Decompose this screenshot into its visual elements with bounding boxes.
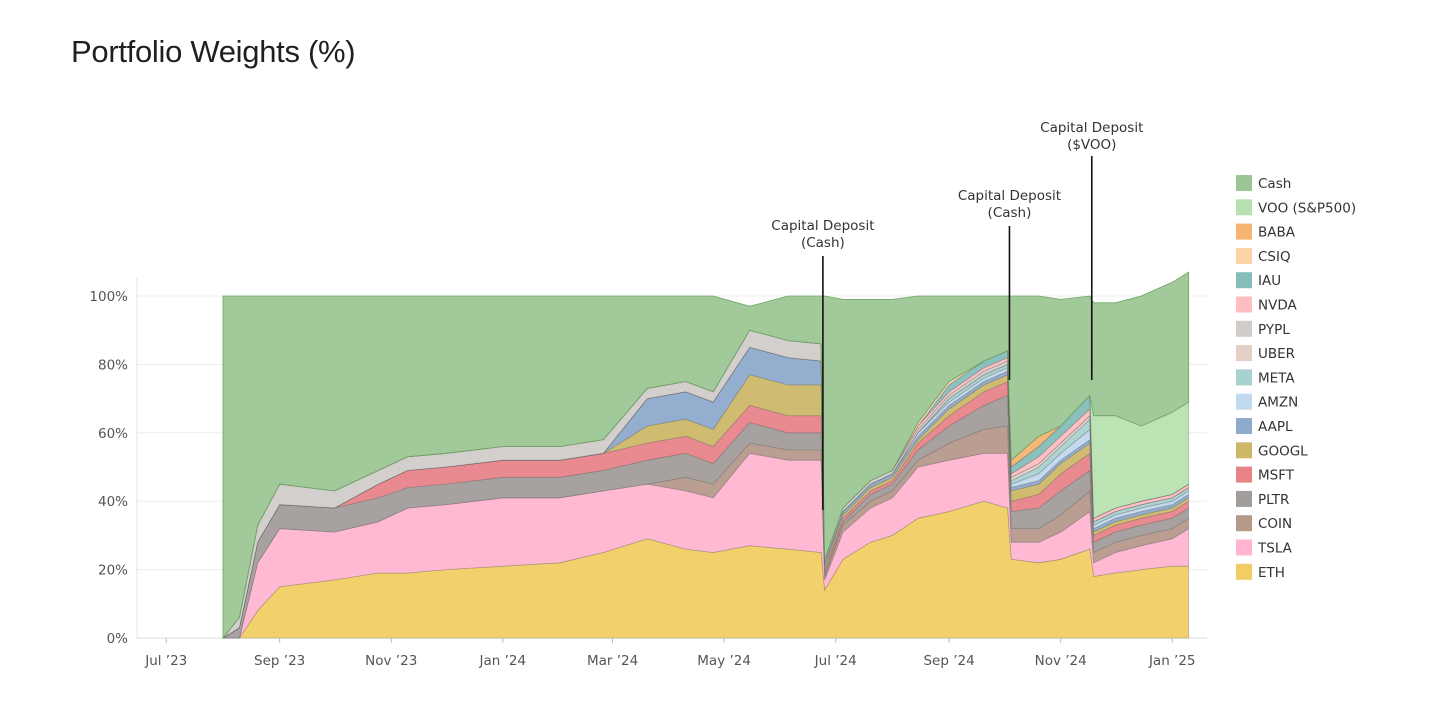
x-tick-label: Mar ’24	[587, 653, 638, 669]
legend-swatch	[1236, 296, 1252, 313]
annotation-label: (Cash)	[988, 205, 1032, 221]
legend-swatch	[1236, 369, 1252, 386]
legend-swatch	[1236, 320, 1252, 337]
legend-swatch	[1236, 563, 1252, 580]
annotation-label: ($VOO)	[1067, 137, 1116, 153]
legend-swatch	[1236, 345, 1252, 362]
area-layer	[221, 271, 1190, 640]
x-tick-label: Sep ’24	[923, 653, 974, 669]
area-amzn	[222, 346, 1190, 639]
legend-label: TSLA	[1257, 541, 1293, 557]
legend-label: VOO (S&P500)	[1258, 200, 1356, 216]
area-coin	[223, 425, 1190, 639]
legend-swatch	[1236, 247, 1252, 264]
x-tick-label: Sep ’23	[254, 653, 305, 669]
legend-swatch	[1236, 515, 1252, 532]
x-tick-label: Jul ’24	[814, 653, 857, 669]
x-tick-label: Nov ’23	[365, 653, 417, 669]
x-tick-label: Jan ’25	[1148, 653, 1196, 669]
legend-label: BABA	[1258, 225, 1296, 241]
chart-title: Portfolio Weights (%)	[71, 34, 356, 69]
annotation-label: Capital Deposit	[958, 188, 1061, 204]
y-tick-label: 40%	[98, 494, 128, 510]
area-cash	[222, 271, 1190, 640]
y-tick-label: 60%	[98, 426, 128, 442]
x-tick-label: Nov ’24	[1035, 653, 1087, 669]
legend-label: ETH	[1258, 565, 1285, 581]
area-googl	[222, 374, 1190, 639]
legend-label: GOOGL	[1258, 443, 1308, 459]
legend-label: MSFT	[1258, 468, 1295, 484]
y-tick-label: 80%	[98, 357, 128, 373]
legend-swatch	[1236, 418, 1252, 434]
legend-swatch	[1236, 442, 1252, 459]
annotation-label: Capital Deposit	[771, 218, 874, 234]
x-tick-label: May ’24	[697, 653, 751, 669]
legend-label: PYPL	[1258, 322, 1290, 338]
annotation-label: Capital Deposit	[1040, 120, 1143, 136]
legend-label: AAPL	[1258, 419, 1293, 435]
legend-swatch	[1236, 175, 1252, 191]
legend-label: CSIQ	[1258, 249, 1291, 265]
legend-swatch	[1236, 393, 1252, 410]
legend-swatch	[1236, 539, 1252, 556]
legend-swatch	[1236, 490, 1252, 507]
legend-swatch	[1236, 199, 1252, 216]
area-msft	[222, 380, 1190, 639]
y-tick-label: 20%	[98, 563, 128, 579]
legend-swatch	[1236, 272, 1252, 289]
legend-label: AMZN	[1258, 395, 1298, 411]
legend-label: IAU	[1258, 273, 1281, 289]
legend-swatch	[1236, 223, 1252, 240]
annotation-label: (Cash)	[801, 235, 845, 251]
area-eth	[223, 500, 1190, 639]
legend-label: NVDA	[1258, 298, 1297, 314]
y-tick-label: 0%	[107, 631, 129, 647]
legend-label: PLTR	[1258, 492, 1289, 508]
legend-label: UBER	[1258, 346, 1295, 362]
annotation-layer: Capital Deposit(Cash)Capital Deposit(Cas…	[771, 120, 1143, 510]
x-tick-label: Jan ’24	[479, 653, 527, 669]
axis-layer: 0% 20% 40% 60% 80% 100% Jul ’23 Sep ’23 Nov ’23 J…	[89, 289, 1195, 669]
legend: Cash VOO (S&P500) BABA CSIQ IAU NVDA PYPL UBER M…	[1236, 175, 1356, 581]
legend-label: Cash	[1258, 176, 1291, 192]
y-tick-label: 100%	[89, 289, 128, 305]
x-tick-label: Jul ’23	[144, 653, 187, 669]
legend-swatch	[1236, 466, 1252, 483]
legend-label: META	[1258, 370, 1295, 386]
area-aapl	[222, 346, 1190, 639]
area-meta	[222, 346, 1190, 639]
legend-label: COIN	[1258, 516, 1292, 532]
